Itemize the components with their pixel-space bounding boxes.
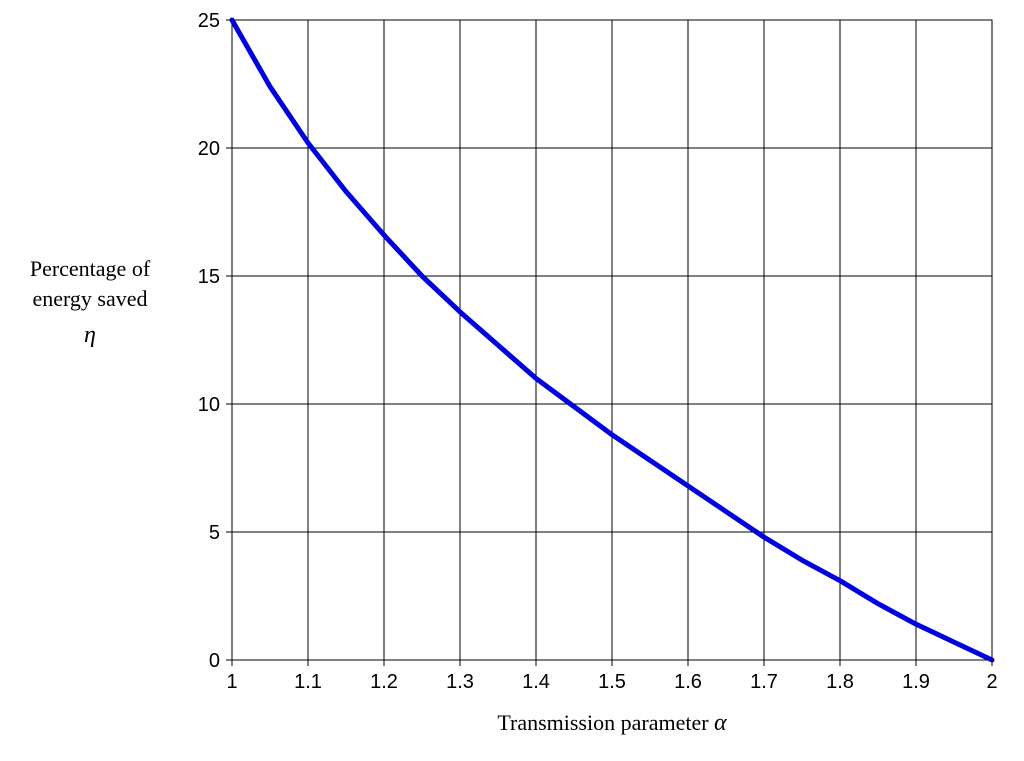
y-tick-label: 0 bbox=[209, 650, 220, 672]
y-axis-label-line1: Percentage of bbox=[30, 256, 151, 281]
x-tick-label: 1.2 bbox=[370, 671, 398, 693]
x-tick-label: 1.6 bbox=[674, 671, 702, 693]
x-tick-label: 1.8 bbox=[826, 671, 854, 693]
y-tick-label: 25 bbox=[198, 10, 220, 32]
x-tick-label: 1.7 bbox=[750, 671, 778, 693]
x-tick-label: 1.5 bbox=[598, 671, 626, 693]
chart-container: 11.11.21.31.41.51.61.71.81.920510152025P… bbox=[0, 0, 1024, 761]
y-tick-label: 15 bbox=[198, 266, 220, 288]
x-axis-label: Transmission parameter α bbox=[497, 710, 727, 736]
x-tick-label: 1.1 bbox=[294, 671, 322, 693]
y-tick-label: 20 bbox=[198, 138, 220, 160]
y-tick-label: 10 bbox=[198, 394, 220, 416]
x-axis-label-symbol: α bbox=[714, 710, 727, 736]
x-tick-label: 2 bbox=[986, 671, 997, 693]
x-tick-label: 1.4 bbox=[522, 671, 550, 693]
x-tick-label: 1 bbox=[226, 671, 237, 693]
line-chart: 11.11.21.31.41.51.61.71.81.920510152025P… bbox=[0, 0, 1024, 761]
y-axis-label-line2: energy saved bbox=[32, 286, 147, 311]
x-axis-label-text: Transmission parameter bbox=[497, 710, 714, 735]
y-tick-label: 5 bbox=[209, 522, 220, 544]
x-tick-label: 1.3 bbox=[446, 671, 474, 693]
y-axis-label-symbol: η bbox=[84, 322, 96, 348]
x-tick-label: 1.9 bbox=[902, 671, 930, 693]
